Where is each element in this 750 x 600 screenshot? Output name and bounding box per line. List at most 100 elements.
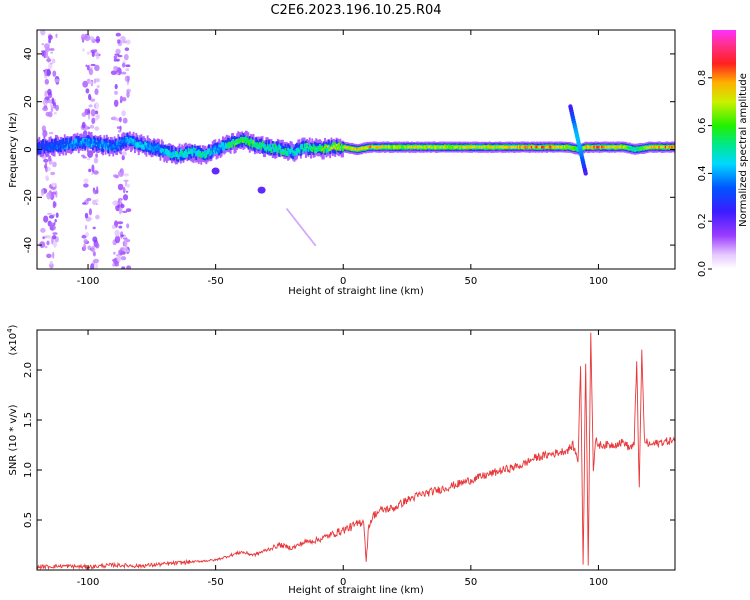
ridge-cell bbox=[384, 145, 386, 149]
ridge-cell bbox=[607, 146, 610, 149]
ridge-cell bbox=[159, 149, 162, 152]
ridge-cell bbox=[635, 148, 638, 151]
ridge-cell bbox=[338, 142, 340, 148]
noise-speck bbox=[126, 249, 130, 253]
ridge-cell bbox=[611, 145, 614, 149]
ridge-cell bbox=[504, 146, 506, 149]
ridge-cell bbox=[135, 143, 138, 146]
ridge-cell bbox=[48, 145, 51, 151]
ridge-cell bbox=[325, 147, 328, 153]
ridge-cell bbox=[260, 142, 263, 146]
ridge-cell bbox=[446, 145, 449, 149]
ridge-cell bbox=[292, 150, 295, 156]
noise-speck bbox=[118, 249, 123, 256]
ridge-cell bbox=[359, 147, 362, 150]
noise-speck bbox=[88, 93, 92, 101]
noise-speck bbox=[115, 48, 121, 55]
noise-speck bbox=[125, 39, 131, 45]
ridge-cell bbox=[278, 146, 281, 150]
ridge-cell bbox=[86, 139, 89, 145]
ridge-cell bbox=[105, 143, 108, 146]
noise-speck bbox=[125, 208, 132, 213]
ridge-cell bbox=[162, 149, 164, 152]
ridge-cell bbox=[358, 147, 361, 151]
noise-speck bbox=[43, 215, 49, 223]
ridge-cell bbox=[268, 148, 270, 152]
ridge-cell bbox=[164, 148, 167, 154]
snr-plot-area bbox=[37, 332, 675, 570]
ridge-cell bbox=[495, 146, 497, 149]
noise-speck bbox=[93, 103, 97, 109]
ridge-cell bbox=[100, 144, 103, 147]
ridge-cell bbox=[47, 143, 50, 146]
noise-speck bbox=[45, 50, 49, 59]
ridge-cell bbox=[144, 141, 147, 147]
ridge-cell bbox=[653, 145, 656, 149]
ridge-cell bbox=[500, 145, 503, 149]
noise-speck bbox=[46, 192, 52, 200]
ridge-cell bbox=[268, 139, 270, 150]
ridge-cell bbox=[165, 148, 168, 152]
ridge-cell bbox=[335, 145, 338, 152]
noise-speck bbox=[110, 70, 117, 75]
ridge-cell bbox=[209, 153, 212, 156]
noise-speck bbox=[49, 48, 55, 51]
ridge-cell bbox=[243, 140, 246, 143]
ridge-cell bbox=[245, 136, 247, 142]
ridge-cell bbox=[496, 145, 499, 149]
noise-speck bbox=[114, 235, 121, 244]
ridge-cell bbox=[645, 146, 648, 149]
ridge-cell bbox=[615, 145, 617, 149]
ridge-cell bbox=[574, 147, 577, 150]
ridge-cell bbox=[177, 154, 180, 158]
ridge-cell bbox=[100, 140, 103, 146]
noise-speck bbox=[90, 124, 94, 129]
ridge-cell bbox=[38, 145, 41, 149]
ridge-cell bbox=[575, 147, 578, 151]
ridge-cell bbox=[266, 144, 269, 150]
ridge-cell bbox=[350, 147, 353, 150]
ridge-cell bbox=[168, 150, 171, 154]
ridge-cell bbox=[519, 145, 522, 149]
ridge-cell bbox=[534, 145, 537, 149]
ridge-cell bbox=[245, 142, 247, 145]
ridge-cell bbox=[431, 146, 434, 149]
ridge-cell bbox=[375, 146, 377, 149]
ridge-cell bbox=[201, 155, 204, 158]
ridge-cell bbox=[164, 152, 167, 155]
ridge-cell bbox=[276, 148, 279, 152]
ridge-cell bbox=[37, 145, 39, 149]
ridge-cell bbox=[57, 142, 60, 148]
ridge-cell bbox=[319, 144, 321, 150]
ridge-cell bbox=[469, 145, 472, 149]
ridge-cell bbox=[599, 145, 602, 149]
ridge-cell bbox=[200, 153, 203, 156]
ridge-cell bbox=[154, 143, 157, 149]
ridge-cell bbox=[128, 138, 131, 141]
ridge-cell bbox=[287, 150, 289, 157]
ridge-cell bbox=[589, 146, 592, 149]
ridge-cell bbox=[174, 151, 177, 155]
noise-speck bbox=[48, 131, 54, 135]
ridge-cell bbox=[643, 146, 645, 150]
ridge-cell bbox=[326, 147, 329, 153]
ridge-cell bbox=[190, 150, 192, 153]
ridge-cell bbox=[117, 146, 120, 149]
ridge-cell bbox=[79, 139, 81, 145]
ridge-cell bbox=[71, 144, 74, 147]
ridge-cell bbox=[381, 145, 384, 149]
ridge-cell bbox=[108, 144, 111, 147]
ridge-cell bbox=[176, 154, 178, 157]
ridge-cell bbox=[247, 140, 250, 146]
noise-speck bbox=[124, 245, 128, 254]
ridge-cell bbox=[111, 147, 113, 151]
noise-speck bbox=[116, 254, 122, 262]
ridge-cell bbox=[454, 146, 457, 149]
ridge-cell bbox=[442, 145, 445, 149]
ridge-cell bbox=[283, 150, 286, 153]
ridge-cell bbox=[243, 137, 246, 143]
ridge-cell bbox=[208, 149, 210, 152]
ridge-cell bbox=[562, 146, 565, 149]
ridge-cell bbox=[187, 151, 190, 154]
ridge-cell bbox=[75, 138, 78, 144]
